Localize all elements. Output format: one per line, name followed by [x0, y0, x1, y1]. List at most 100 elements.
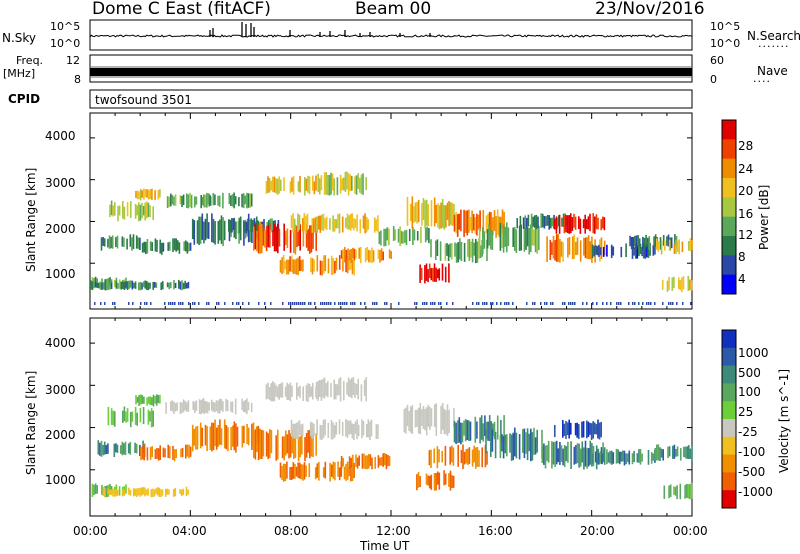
velocity-cell — [366, 455, 368, 470]
power-cell — [667, 234, 670, 247]
power-cell — [149, 189, 152, 199]
power-cell — [294, 224, 297, 255]
velocity-cell — [231, 401, 234, 413]
velocity-cell — [149, 447, 152, 460]
velocity-cell — [579, 448, 582, 467]
power-cell — [589, 241, 592, 260]
power-cell — [503, 211, 505, 235]
velocity-cell — [242, 401, 245, 412]
nsearch-dots: ....... — [758, 37, 790, 50]
velocity-cell — [589, 440, 592, 465]
velocity-cell — [352, 454, 354, 469]
power-cell — [322, 302, 324, 305]
power-cell — [186, 282, 188, 289]
velocity-cell — [496, 415, 499, 440]
power-cell — [238, 302, 240, 305]
power-cell — [239, 218, 241, 234]
velocity-cell — [106, 485, 108, 498]
power-cell — [136, 205, 138, 216]
power-cell — [398, 302, 400, 305]
power-cell — [131, 280, 134, 290]
power-cell — [137, 237, 140, 249]
power-cell — [359, 219, 362, 234]
power-cell — [306, 213, 309, 231]
power-cell — [198, 302, 200, 305]
power-cell — [495, 216, 497, 238]
velocity-cell — [628, 450, 631, 465]
power-cell — [492, 302, 494, 305]
velocity-cell — [636, 453, 639, 463]
velocity-cell — [416, 409, 418, 427]
velocity-cell — [195, 400, 198, 411]
power-ytick-1000: 1000 — [45, 267, 76, 281]
power-cell — [230, 195, 232, 206]
velocity-cell — [691, 445, 693, 462]
power-cell — [479, 245, 482, 259]
velocity-cell — [173, 449, 176, 462]
power-cell — [507, 227, 510, 246]
velocity-cell — [253, 430, 255, 458]
power-cell — [531, 226, 534, 246]
power-cell — [242, 193, 245, 209]
power-cell — [189, 192, 191, 207]
velocity-cell — [562, 448, 564, 466]
power-cell — [322, 255, 325, 274]
power-cell — [264, 302, 266, 305]
velocity-cell — [363, 379, 366, 396]
power-cell — [432, 268, 434, 282]
power-cell — [688, 241, 690, 251]
power-cell — [602, 216, 604, 229]
power-cell — [490, 229, 492, 250]
power-cell — [424, 265, 426, 284]
power-cell — [100, 302, 102, 305]
velocity-cell — [500, 419, 502, 442]
velocity-cell — [668, 446, 671, 457]
velocity-cell — [338, 378, 340, 396]
freq-label-line1: Freq. — [16, 54, 44, 67]
power-cell — [110, 236, 112, 249]
velocity-cell — [617, 449, 619, 464]
power-cell — [490, 212, 493, 236]
power-cell — [364, 302, 366, 305]
velocity-cell — [506, 434, 508, 457]
power-cell — [469, 217, 472, 231]
power-cell — [332, 215, 334, 232]
power-cell — [315, 230, 317, 251]
velocity-cell — [290, 467, 293, 480]
velocity-cell — [563, 423, 566, 436]
velocity-cell — [469, 421, 472, 441]
velocity-cell — [502, 436, 505, 459]
power-cell — [430, 268, 433, 281]
velocity-cell — [467, 448, 469, 465]
power-cell — [468, 209, 470, 233]
power-cell — [674, 234, 676, 246]
power-cell — [620, 246, 623, 258]
power-cell — [416, 231, 419, 241]
velocity-cell — [172, 489, 175, 497]
velocity-cell — [443, 470, 445, 486]
power-cell — [498, 216, 501, 238]
power-colorbar-segment — [722, 139, 736, 160]
power-cell — [292, 302, 294, 305]
power-cell — [96, 278, 98, 287]
power-cell — [292, 176, 295, 195]
velocity-cell — [592, 421, 594, 439]
velocity-cell — [187, 489, 189, 495]
velocity-cell — [361, 419, 363, 439]
power-cell — [397, 228, 400, 243]
power-cell — [660, 240, 663, 255]
power-cell — [574, 216, 577, 230]
velocity-cell — [357, 378, 359, 400]
velocity-cell — [501, 434, 503, 452]
power-cell — [671, 277, 674, 291]
velocity-cell — [460, 422, 462, 445]
velocity-cell — [267, 433, 269, 459]
power-cell — [449, 243, 451, 258]
velocity-cell — [281, 382, 284, 398]
power-cell — [382, 251, 384, 261]
velocity-cell — [128, 487, 130, 495]
power-cell — [412, 227, 414, 245]
power-cell — [478, 227, 481, 251]
power-cell — [479, 210, 481, 232]
velocity-cell — [217, 424, 220, 447]
